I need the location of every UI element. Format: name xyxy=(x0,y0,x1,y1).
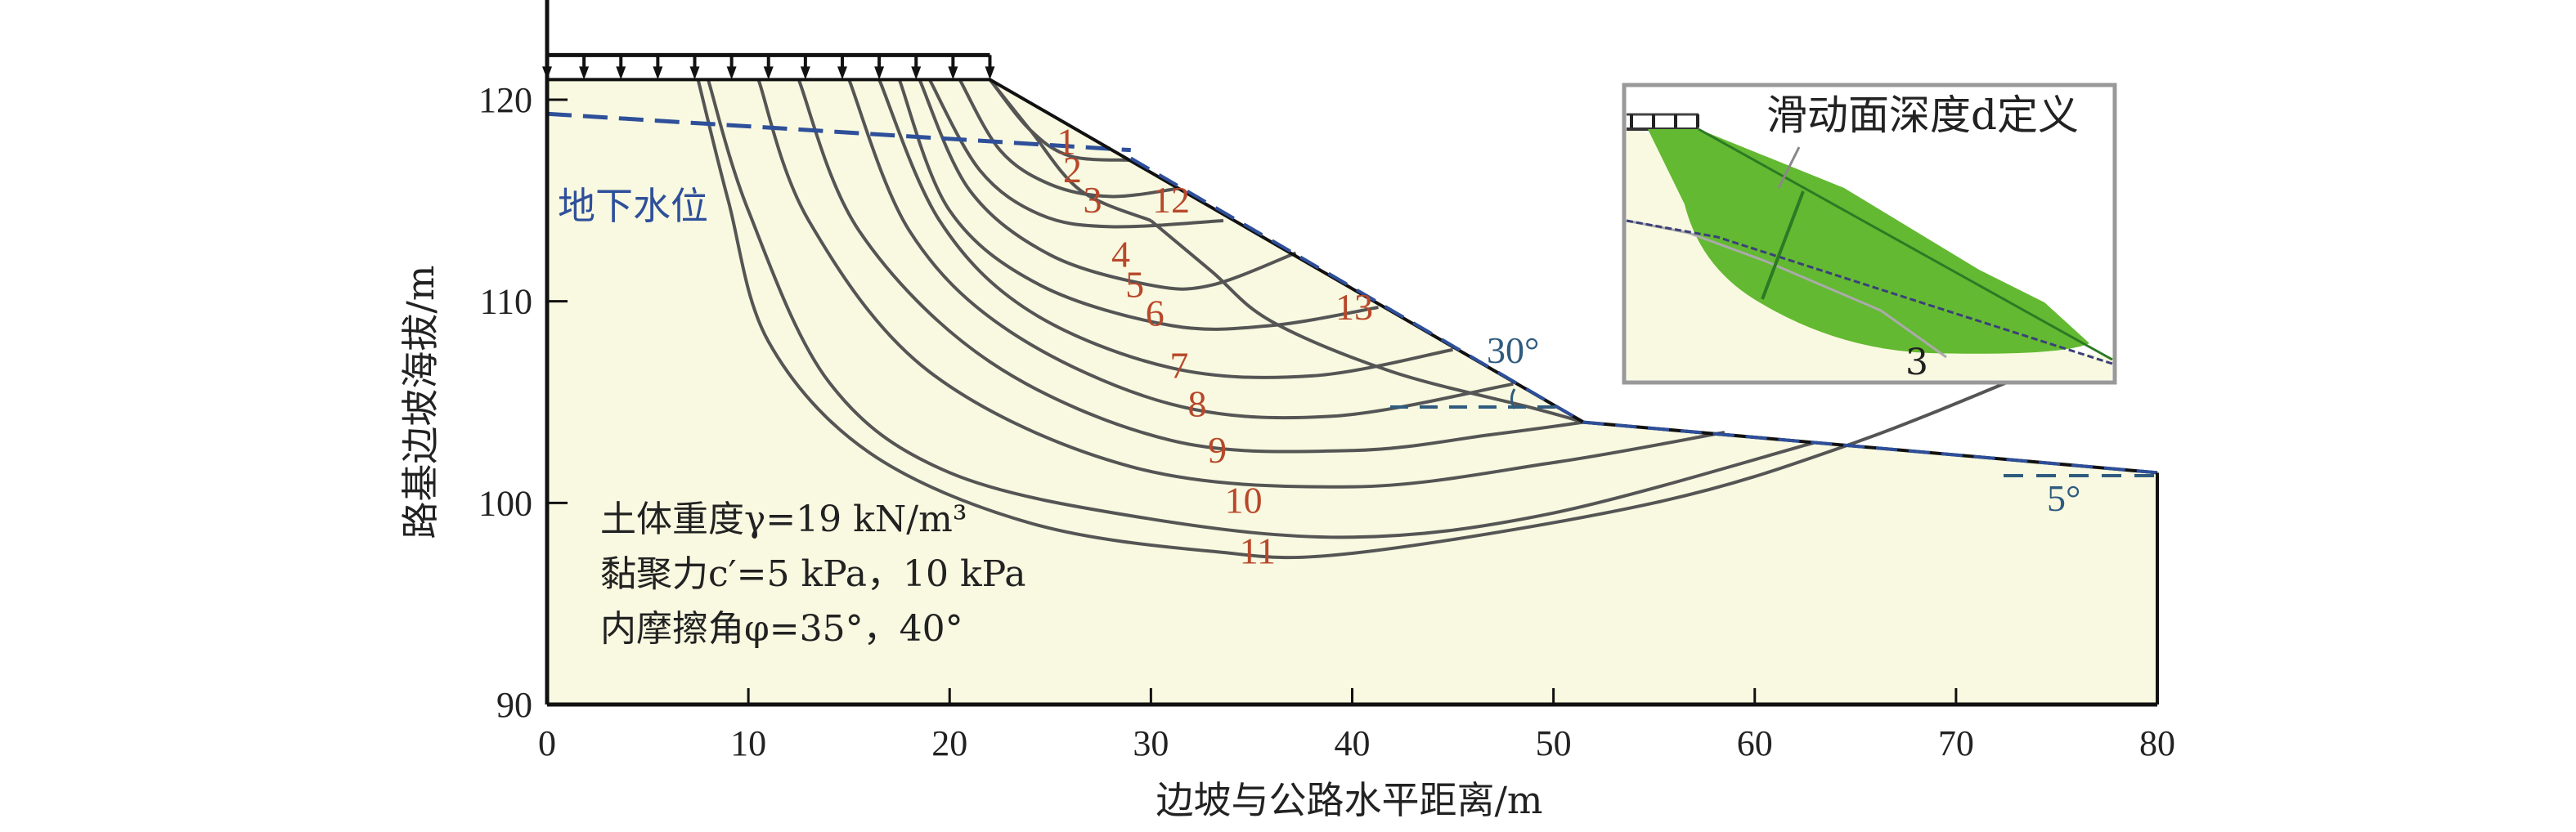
load-arrow-head xyxy=(800,66,810,80)
x-tick-label: 0 xyxy=(538,723,556,763)
slip-surface-13 xyxy=(1150,219,1585,424)
x-tick-label: 60 xyxy=(1737,723,1773,763)
inset-water-line xyxy=(1626,219,2113,365)
param-cohesion: 黏聚力c′=5 kPa，10 kPa xyxy=(600,553,1026,595)
curve-label-1: 1 xyxy=(1057,121,1076,163)
y-tick-label: 90 xyxy=(496,685,532,725)
inset-load-arrows xyxy=(1627,113,1699,127)
y-tick-label: 100 xyxy=(478,483,532,523)
curve-label-2: 2 xyxy=(1063,149,1082,190)
inset-slip-depth-definition: 滑动面深度d定义 3 xyxy=(1622,83,2117,385)
y-axis-title: 路基边坡海拔/m xyxy=(398,265,442,539)
load-arrow-head xyxy=(726,66,737,80)
x-tick-label: 20 xyxy=(931,723,967,763)
curve-label-11: 11 xyxy=(1240,530,1276,571)
param-unit-weight: 土体重度γ=19 kN/m³ xyxy=(600,499,967,540)
load-arrow-head xyxy=(653,66,663,80)
surcharge-load xyxy=(542,52,995,80)
slip-surface-2 xyxy=(958,78,1180,199)
inset-title: 滑动面深度d定义 xyxy=(1766,92,2079,139)
load-arrow-head xyxy=(874,66,885,80)
curve-label-6: 6 xyxy=(1146,292,1165,333)
curve-label-5: 5 xyxy=(1125,264,1144,306)
load-arrow-head xyxy=(911,66,922,80)
slip-surface-7 xyxy=(847,78,1514,420)
y-tick-label: 110 xyxy=(480,282,532,322)
curve-label-13: 13 xyxy=(1335,286,1373,328)
slip-surface-8 xyxy=(797,78,1584,454)
soil-parameters: 土体重度γ=19 kN/m³ 黏聚力c′=5 kPa，10 kPa 内摩擦角φ=… xyxy=(600,499,1026,650)
curve-label-10: 10 xyxy=(1225,480,1263,521)
inset-leader-line xyxy=(1777,146,1801,189)
slip-surfaces xyxy=(696,78,2058,560)
slope-angle-label: 30° xyxy=(1487,329,1539,371)
slip-surface-6 xyxy=(877,78,1453,379)
slope-angle-arc xyxy=(1510,388,1516,409)
load-arrow-head xyxy=(985,66,995,80)
ground-profile xyxy=(546,78,2159,705)
load-arrow-head xyxy=(763,66,774,80)
water-table-line xyxy=(546,111,1131,153)
inset-slope-line xyxy=(1698,127,2113,361)
water-surface-slope-line xyxy=(1129,156,2158,475)
water-table-label: 地下水位 xyxy=(558,184,708,228)
inset-curve-label: 3 xyxy=(1905,342,1928,383)
slip-surface-10 xyxy=(706,78,1816,539)
y-tick-label: 120 xyxy=(478,80,532,120)
load-arrow-head xyxy=(948,66,958,80)
load-arrow-head xyxy=(689,66,700,80)
curve-label-9: 9 xyxy=(1208,429,1227,471)
x-tick-label: 10 xyxy=(730,723,766,763)
x-axis-title: 边坡与公路水平距离/m xyxy=(1156,778,1542,822)
slip-surface-11 xyxy=(696,78,2058,560)
curve-label-7: 7 xyxy=(1169,344,1188,386)
slip-surface-12 xyxy=(988,78,1152,222)
curve-label-8: 8 xyxy=(1187,382,1206,424)
load-arrow-head xyxy=(616,66,626,80)
inset-sliding-mass xyxy=(1648,129,2089,354)
x-tick-label: 70 xyxy=(1938,723,1974,763)
inset-depth-line xyxy=(1761,190,1805,300)
load-arrow-head xyxy=(579,66,590,80)
curve-label-12: 12 xyxy=(1152,179,1190,221)
curve-label-3: 3 xyxy=(1083,179,1102,221)
curve-label-4: 4 xyxy=(1111,234,1130,275)
toe-angle-label: 5° xyxy=(2047,477,2080,519)
x-tick-label: 50 xyxy=(1536,723,1572,763)
slip-surface-9 xyxy=(756,78,1726,489)
param-friction-angle: 内摩擦角φ=35°，40° xyxy=(600,608,963,650)
x-tick-label: 40 xyxy=(1335,723,1371,763)
slip-surface-3 xyxy=(927,78,1224,229)
load-arrow-head xyxy=(837,66,847,80)
x-tick-label: 80 xyxy=(2139,723,2175,763)
slip-surface-4 xyxy=(918,78,1297,291)
x-tick-label: 30 xyxy=(1133,723,1169,763)
